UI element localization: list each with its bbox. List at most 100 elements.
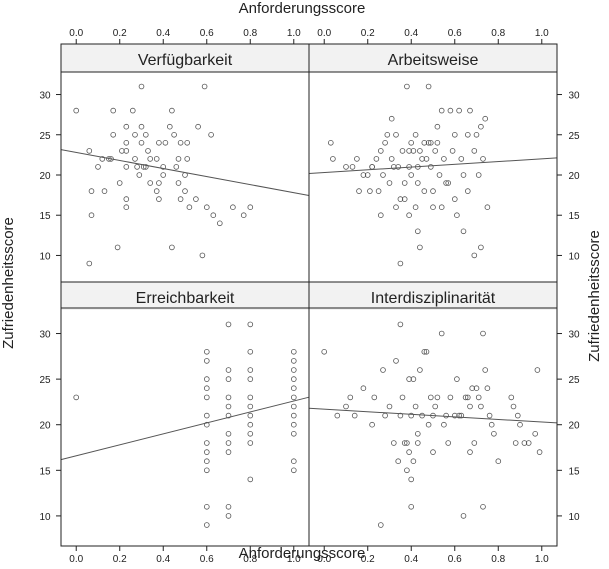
data-point [399,394,406,401]
data-point [156,196,162,202]
data-point [132,132,138,138]
panel-title: Erreichbarkeit [136,290,235,307]
panel-title: Arbeitsweise [388,52,479,69]
data-point [204,458,210,465]
data-point [534,367,541,373]
data-point [160,164,167,170]
data-point [410,376,417,382]
data-point [425,83,432,90]
data-point [532,430,538,437]
x-tick-label: 0.6 [200,554,214,565]
y-tick-label: 15 [568,466,580,477]
data-point [162,140,169,146]
data-point [408,503,415,510]
data-point [247,204,254,211]
data-point [412,403,419,410]
data-point [123,196,130,202]
data-point [408,172,415,178]
data-point [464,132,471,138]
y-tick-label: 15 [568,211,580,222]
data-point [225,412,232,419]
data-point [401,440,408,446]
data-point [430,188,436,194]
x-tick-label: 0.6 [448,28,462,39]
data-point [88,212,95,219]
data-point [110,107,116,114]
data-point [123,164,130,170]
data-point [408,476,415,483]
data-point [225,367,232,373]
data-point [204,376,210,382]
data-point [177,140,184,146]
x-tick-label: 0.8 [243,554,257,565]
right-y-axis-label: Zufriedenheitsscore [586,230,603,362]
data-point [160,172,167,178]
data-point [488,421,495,428]
data-point [432,403,439,410]
data-point [414,180,421,186]
data-point [186,204,193,211]
left-y-axis-label: Zufriedenheitsscore [0,217,17,349]
data-point [204,204,210,211]
x-tick-label: 0.6 [200,28,214,39]
data-point [451,412,458,419]
data-point [375,188,382,194]
data-point [393,132,399,138]
data-point [343,403,349,410]
data-point [510,403,517,410]
data-point [456,107,462,114]
data-point [395,458,402,465]
data-point [441,421,447,428]
data-point [384,132,391,138]
data-point [517,421,523,428]
data-point [456,412,462,419]
data-point [404,440,410,446]
data-point [290,385,297,392]
data-point [169,244,175,251]
data-point [225,503,232,510]
data-point [290,412,297,419]
data-point [130,107,136,114]
data-point [382,412,388,419]
data-point [480,503,486,510]
y-tick-label: 10 [568,512,580,523]
data-point [334,412,341,419]
data-point [445,440,452,446]
data-point [397,321,404,328]
data-point [419,156,425,162]
x-tick-label: 0.2 [113,28,127,39]
data-point [408,412,415,419]
data-point [147,180,154,186]
data-point [508,394,515,401]
data-point [116,180,123,186]
data-point [410,458,417,465]
data-point [434,140,441,146]
regression-line [308,157,558,174]
data-point [425,421,432,428]
data-point [347,394,354,401]
data-point [371,394,378,401]
x-tick-label: 1.0 [287,28,301,39]
data-point [247,348,254,355]
regression-line [308,407,558,424]
data-point [521,440,528,446]
data-point [404,83,410,90]
data-point [177,196,184,202]
data-point [153,156,160,162]
data-point [475,394,482,401]
data-point [438,204,445,211]
data-point [414,440,421,446]
data-point [143,132,149,138]
y-tick-label: 20 [39,171,51,182]
data-point [136,172,143,178]
data-point [460,228,467,235]
data-point [432,148,439,154]
data-point [123,148,130,154]
regression-line [60,396,310,461]
x-tick-label: 0.4 [404,28,418,39]
data-point [471,148,478,154]
data-point [225,449,232,455]
data-point [225,513,232,519]
panel-strip [309,44,557,72]
data-point [175,156,182,162]
